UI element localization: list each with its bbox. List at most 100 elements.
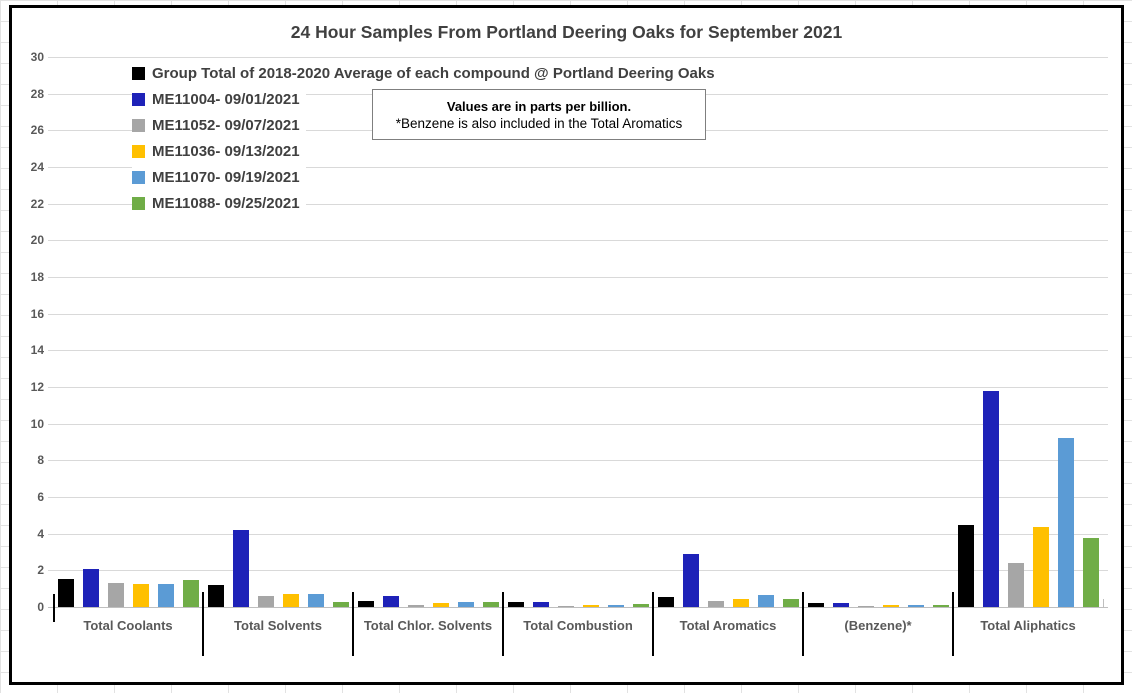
legend-item: ME11004- 09/01/2021 (132, 86, 306, 112)
bar-group (353, 8, 503, 607)
bar (332, 601, 349, 607)
bar (707, 600, 724, 607)
bar (457, 601, 474, 607)
gridline (48, 533, 1108, 535)
bar (357, 600, 374, 607)
bar-group (53, 8, 203, 607)
annotation-box: Values are in parts per billion. *Benzen… (372, 89, 706, 140)
category-separator (352, 592, 354, 656)
legend-label: Group Total of 2018-2020 Average of each… (152, 64, 715, 82)
legend-swatch-icon (132, 66, 145, 80)
x-axis-category-label: Total Aromatics (679, 618, 777, 633)
legend-label: ME11088- 09/25/2021 (152, 194, 300, 212)
x-axis-category-label: Total Aliphatics (980, 618, 1076, 633)
bar (682, 553, 699, 607)
y-axis-tick-label: 16 (30, 306, 44, 321)
legend-label: ME11052- 09/07/2021 (152, 116, 300, 134)
bar (657, 596, 674, 607)
y-axis-tick-label: 22 (30, 196, 44, 211)
legend-swatch-icon (132, 92, 145, 106)
x-axis-category-label: Total Combustion (523, 618, 633, 633)
category-separator (802, 592, 804, 656)
bar (907, 605, 924, 607)
legend-item: ME11036- 09/13/2021 (132, 138, 306, 164)
bar (832, 603, 849, 607)
gridline (48, 423, 1108, 425)
y-axis-tick-label: 18 (30, 270, 44, 284)
y-axis-tick-label: 12 (30, 380, 44, 394)
bar (57, 578, 74, 607)
bar (957, 524, 974, 607)
y-axis-tick-label: 0 (37, 600, 44, 614)
category-separator (952, 592, 954, 656)
bar (1082, 538, 1099, 607)
legend-swatch-icon (132, 144, 145, 158)
bar (557, 605, 574, 607)
legend-swatch-icon (132, 170, 145, 184)
x-axis-category-label: Total Chlor. Solvents (363, 618, 493, 633)
bar (132, 584, 149, 607)
bar-group (953, 8, 1103, 607)
legend: Group Total of 2018-2020 Average of each… (132, 60, 721, 216)
gridline (48, 203, 1108, 205)
gridline (48, 313, 1108, 315)
bar (1032, 527, 1049, 607)
y-axis-tick-label: 14 (30, 343, 44, 358)
y-axis-tick-label: 4 (37, 526, 44, 541)
category-separator (652, 592, 654, 656)
x-axis-category-label: (Benzene)* (844, 618, 912, 633)
bar (432, 603, 449, 607)
bar (207, 585, 224, 607)
bar (482, 602, 499, 607)
bar (1007, 563, 1024, 607)
gridline (48, 277, 1108, 278)
axis-right-tick (1103, 599, 1104, 608)
gridline (48, 350, 1108, 352)
annotation-line-1: Values are in parts per billion. (446, 98, 632, 114)
y-axis-tick-label: 28 (30, 86, 44, 101)
bar (107, 583, 124, 607)
bar-group (503, 8, 653, 607)
gridline (48, 460, 1108, 462)
bar (507, 602, 524, 607)
y-axis-tick-label: 8 (37, 453, 44, 468)
category-separator (202, 592, 204, 656)
gridline (48, 240, 1108, 242)
x-axis-category-label: Total Solvents (234, 618, 322, 633)
bar (632, 604, 649, 607)
bar-group (653, 8, 803, 607)
y-axis-tick-label: 26 (30, 123, 44, 138)
legend-item: ME11070- 09/19/2021 (132, 164, 306, 190)
gridline (48, 570, 1108, 572)
bar (807, 603, 824, 607)
bar (1057, 438, 1074, 607)
y-axis-tick-label: 6 (37, 490, 44, 504)
gridline (48, 57, 1108, 58)
chart-title: 24 Hour Samples From Portland Deering Oa… (290, 22, 843, 42)
bar (232, 530, 249, 607)
bar (857, 605, 874, 607)
bar (532, 602, 549, 607)
bar (257, 596, 274, 607)
chart-frame: 24 Hour Samples From Portland Deering Oa… (9, 5, 1124, 685)
x-axis-line (48, 607, 1108, 608)
bar (282, 594, 299, 607)
annotation-line-2: *Benzene is also included in the Total A… (395, 115, 683, 131)
axis-left-tick (53, 594, 55, 622)
x-axis-category-label: Total Coolants (83, 618, 173, 633)
y-axis-tick-label: 30 (30, 50, 44, 64)
bar (782, 598, 799, 607)
bar (407, 604, 424, 607)
bar (382, 596, 399, 607)
legend-label: ME11004- 09/01/2021 (152, 90, 300, 108)
y-axis-tick-label: 20 (30, 233, 44, 248)
bar (182, 580, 199, 607)
legend-swatch-icon (132, 118, 145, 132)
gridline (48, 387, 1108, 388)
bar (932, 605, 949, 607)
category-separator (502, 592, 504, 656)
y-axis-tick-label: 10 (30, 416, 44, 431)
y-axis-tick-label: 2 (37, 563, 44, 578)
legend-item: ME11052- 09/07/2021 (132, 112, 306, 138)
legend-item: ME11088- 09/25/2021 (132, 190, 306, 216)
